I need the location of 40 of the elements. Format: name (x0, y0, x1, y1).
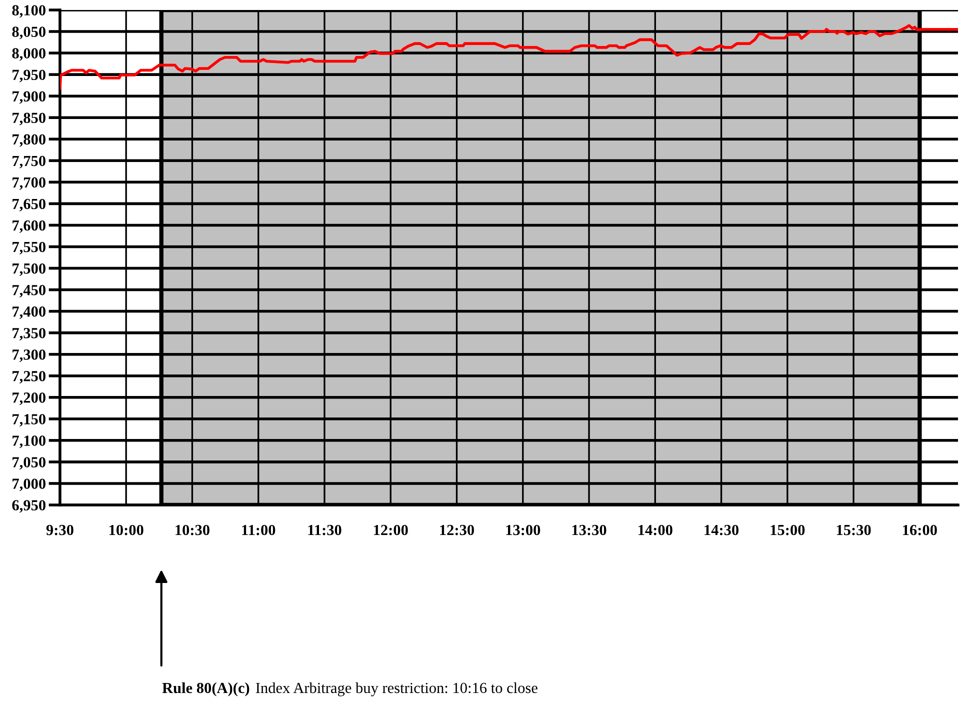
x-tick-label: 13:00 (506, 524, 540, 536)
y-tick-label: 7,800 (12, 134, 46, 147)
y-tick-label: 7,950 (12, 70, 46, 82)
y-tick-label: 7,050 (12, 457, 46, 470)
y-tick-label: 7,300 (12, 349, 46, 362)
y-tick-label: 7,400 (12, 306, 46, 319)
y-tick-label: 7,350 (12, 328, 46, 340)
x-tick-label: 15:00 (770, 524, 805, 536)
y-tick-label: 7,550 (12, 242, 46, 254)
x-tick-label: 12:00 (374, 524, 408, 536)
x-tick-label: 15:30 (836, 524, 871, 536)
x-tick-label: 9:30 (46, 524, 74, 536)
y-tick-label: 7,150 (12, 414, 46, 427)
y-tick-label: 7,250 (12, 370, 46, 384)
y-tick-label: 7,850 (12, 112, 46, 126)
x-tick-label: 14:30 (704, 524, 739, 536)
y-tick-label: 7,750 (12, 156, 46, 168)
y-tick-label: 6,950 (12, 500, 46, 513)
y-tick-label: 8,100 (12, 5, 46, 18)
text: Index Arbitrage buy restriction: 10:16 to close (256, 682, 538, 696)
x-tick-label: 11:00 (242, 524, 276, 536)
y-tick-label: 8,050 (12, 26, 46, 40)
x-tick-label: 12:30 (440, 524, 474, 536)
y-tick-label: 8,000 (12, 48, 46, 61)
x-tick-label: 14:00 (638, 524, 672, 536)
y-tick-label: 7,500 (12, 263, 46, 276)
y-tick-label: 7,000 (12, 478, 46, 492)
y-tick-label: 7,450 (12, 284, 46, 298)
y-tick-label: 7,600 (12, 220, 46, 233)
y-tick-label: 7,700 (12, 177, 46, 190)
x-tick-label: 16:00 (903, 524, 937, 536)
y-tick-label: 7,650 (12, 198, 46, 212)
y-tick-label: 7,200 (12, 392, 46, 406)
x-tick-label: 13:30 (572, 524, 606, 536)
x-tick-label: 10:00 (109, 524, 144, 536)
x-tick-label: 10:30 (176, 524, 210, 536)
y-tick-label: 7,100 (12, 436, 46, 448)
y-tick-label: 7,900 (12, 91, 46, 104)
text: Rule 80(A)(c) (162, 682, 250, 696)
x-tick-label: 11:30 (308, 524, 342, 536)
